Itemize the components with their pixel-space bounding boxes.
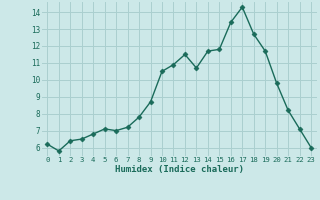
X-axis label: Humidex (Indice chaleur): Humidex (Indice chaleur) <box>115 165 244 174</box>
